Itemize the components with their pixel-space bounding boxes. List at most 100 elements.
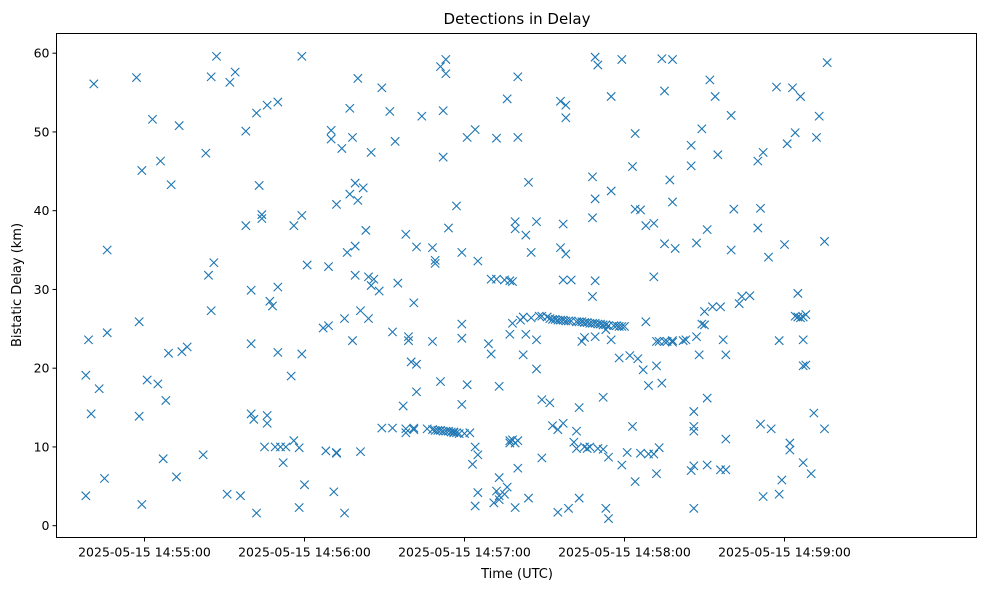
data-point — [707, 302, 718, 312]
data-point — [329, 487, 339, 497]
data-point — [563, 316, 574, 326]
y-tick-label: 40 — [34, 203, 50, 218]
data-point — [795, 313, 806, 323]
data-point — [449, 427, 459, 437]
data-point — [94, 384, 104, 394]
data-point — [451, 428, 462, 438]
data-point — [635, 205, 646, 215]
data-point — [225, 77, 235, 87]
data-point — [585, 442, 595, 452]
data-point — [241, 221, 251, 231]
data-point — [633, 354, 643, 364]
data-point — [627, 421, 638, 432]
data-point — [782, 139, 792, 149]
data-point — [590, 194, 600, 204]
data-point — [686, 465, 696, 476]
data-point — [721, 465, 731, 475]
data-point — [763, 252, 774, 262]
data-point — [697, 124, 707, 134]
data-point — [779, 239, 790, 250]
data-point — [691, 238, 702, 248]
data-point — [222, 489, 232, 499]
data-point — [657, 54, 667, 64]
x-tick-label: 2025-05-15 14:58:00 — [558, 545, 691, 560]
data-point — [430, 258, 440, 269]
data-point — [518, 312, 528, 322]
data-point — [558, 418, 568, 428]
data-point — [702, 224, 712, 235]
data-point — [411, 359, 422, 369]
data-point — [606, 335, 616, 345]
data-point — [702, 460, 712, 470]
data-point — [462, 132, 472, 143]
data-point — [627, 161, 638, 172]
data-point — [369, 274, 379, 284]
data-point — [254, 180, 264, 191]
data-point — [590, 276, 600, 286]
data-point — [721, 350, 731, 360]
data-point — [102, 245, 112, 255]
data-point — [809, 408, 819, 418]
data-point — [505, 276, 515, 286]
y-axis: 0 10 20 30 40 50 60 — [34, 46, 57, 533]
data-point — [561, 100, 571, 110]
data-point — [774, 489, 784, 499]
data-point — [163, 348, 174, 358]
data-point — [363, 313, 374, 324]
data-point — [470, 501, 480, 511]
data-point — [689, 503, 699, 513]
data-point — [483, 339, 494, 349]
data-point — [347, 132, 358, 143]
data-point — [729, 204, 739, 214]
data-point — [571, 426, 582, 436]
data-point — [465, 428, 475, 438]
data-point — [297, 349, 307, 359]
data-point — [473, 256, 483, 266]
data-point — [582, 443, 592, 454]
data-points — [81, 51, 832, 524]
data-point — [553, 507, 563, 517]
data-point — [819, 236, 830, 246]
data-point — [273, 347, 283, 358]
data-point — [587, 291, 598, 302]
data-point — [603, 514, 614, 524]
data-point — [649, 449, 659, 459]
data-point — [513, 132, 523, 143]
data-point — [294, 443, 304, 453]
data-point — [81, 491, 91, 501]
data-point — [777, 475, 787, 485]
data-point — [398, 401, 408, 411]
data-point — [558, 219, 568, 229]
data-point — [654, 443, 664, 453]
data-point — [630, 128, 640, 139]
data-point — [601, 503, 611, 513]
data-point — [811, 132, 822, 143]
data-point — [166, 180, 176, 190]
data-point — [590, 332, 600, 342]
data-point — [755, 419, 766, 429]
data-point — [278, 458, 288, 468]
data-point — [438, 106, 448, 116]
data-point — [211, 51, 222, 61]
data-point — [667, 336, 678, 346]
data-point — [558, 275, 568, 285]
data-point — [251, 508, 262, 518]
data-point — [326, 125, 336, 135]
data-point — [401, 229, 411, 239]
data-point — [726, 110, 736, 120]
data-point — [249, 414, 259, 424]
data-point — [547, 421, 558, 431]
data-point — [406, 357, 416, 367]
data-point — [206, 306, 216, 316]
data-point — [377, 423, 387, 433]
data-point — [153, 379, 163, 389]
data-point — [590, 52, 600, 62]
data-point — [451, 201, 462, 211]
data-point — [574, 493, 584, 503]
data-point — [321, 446, 331, 456]
data-point — [281, 442, 291, 452]
data-point — [814, 111, 824, 121]
data-point — [366, 147, 376, 158]
data-point — [294, 502, 304, 513]
data-point — [339, 313, 350, 324]
